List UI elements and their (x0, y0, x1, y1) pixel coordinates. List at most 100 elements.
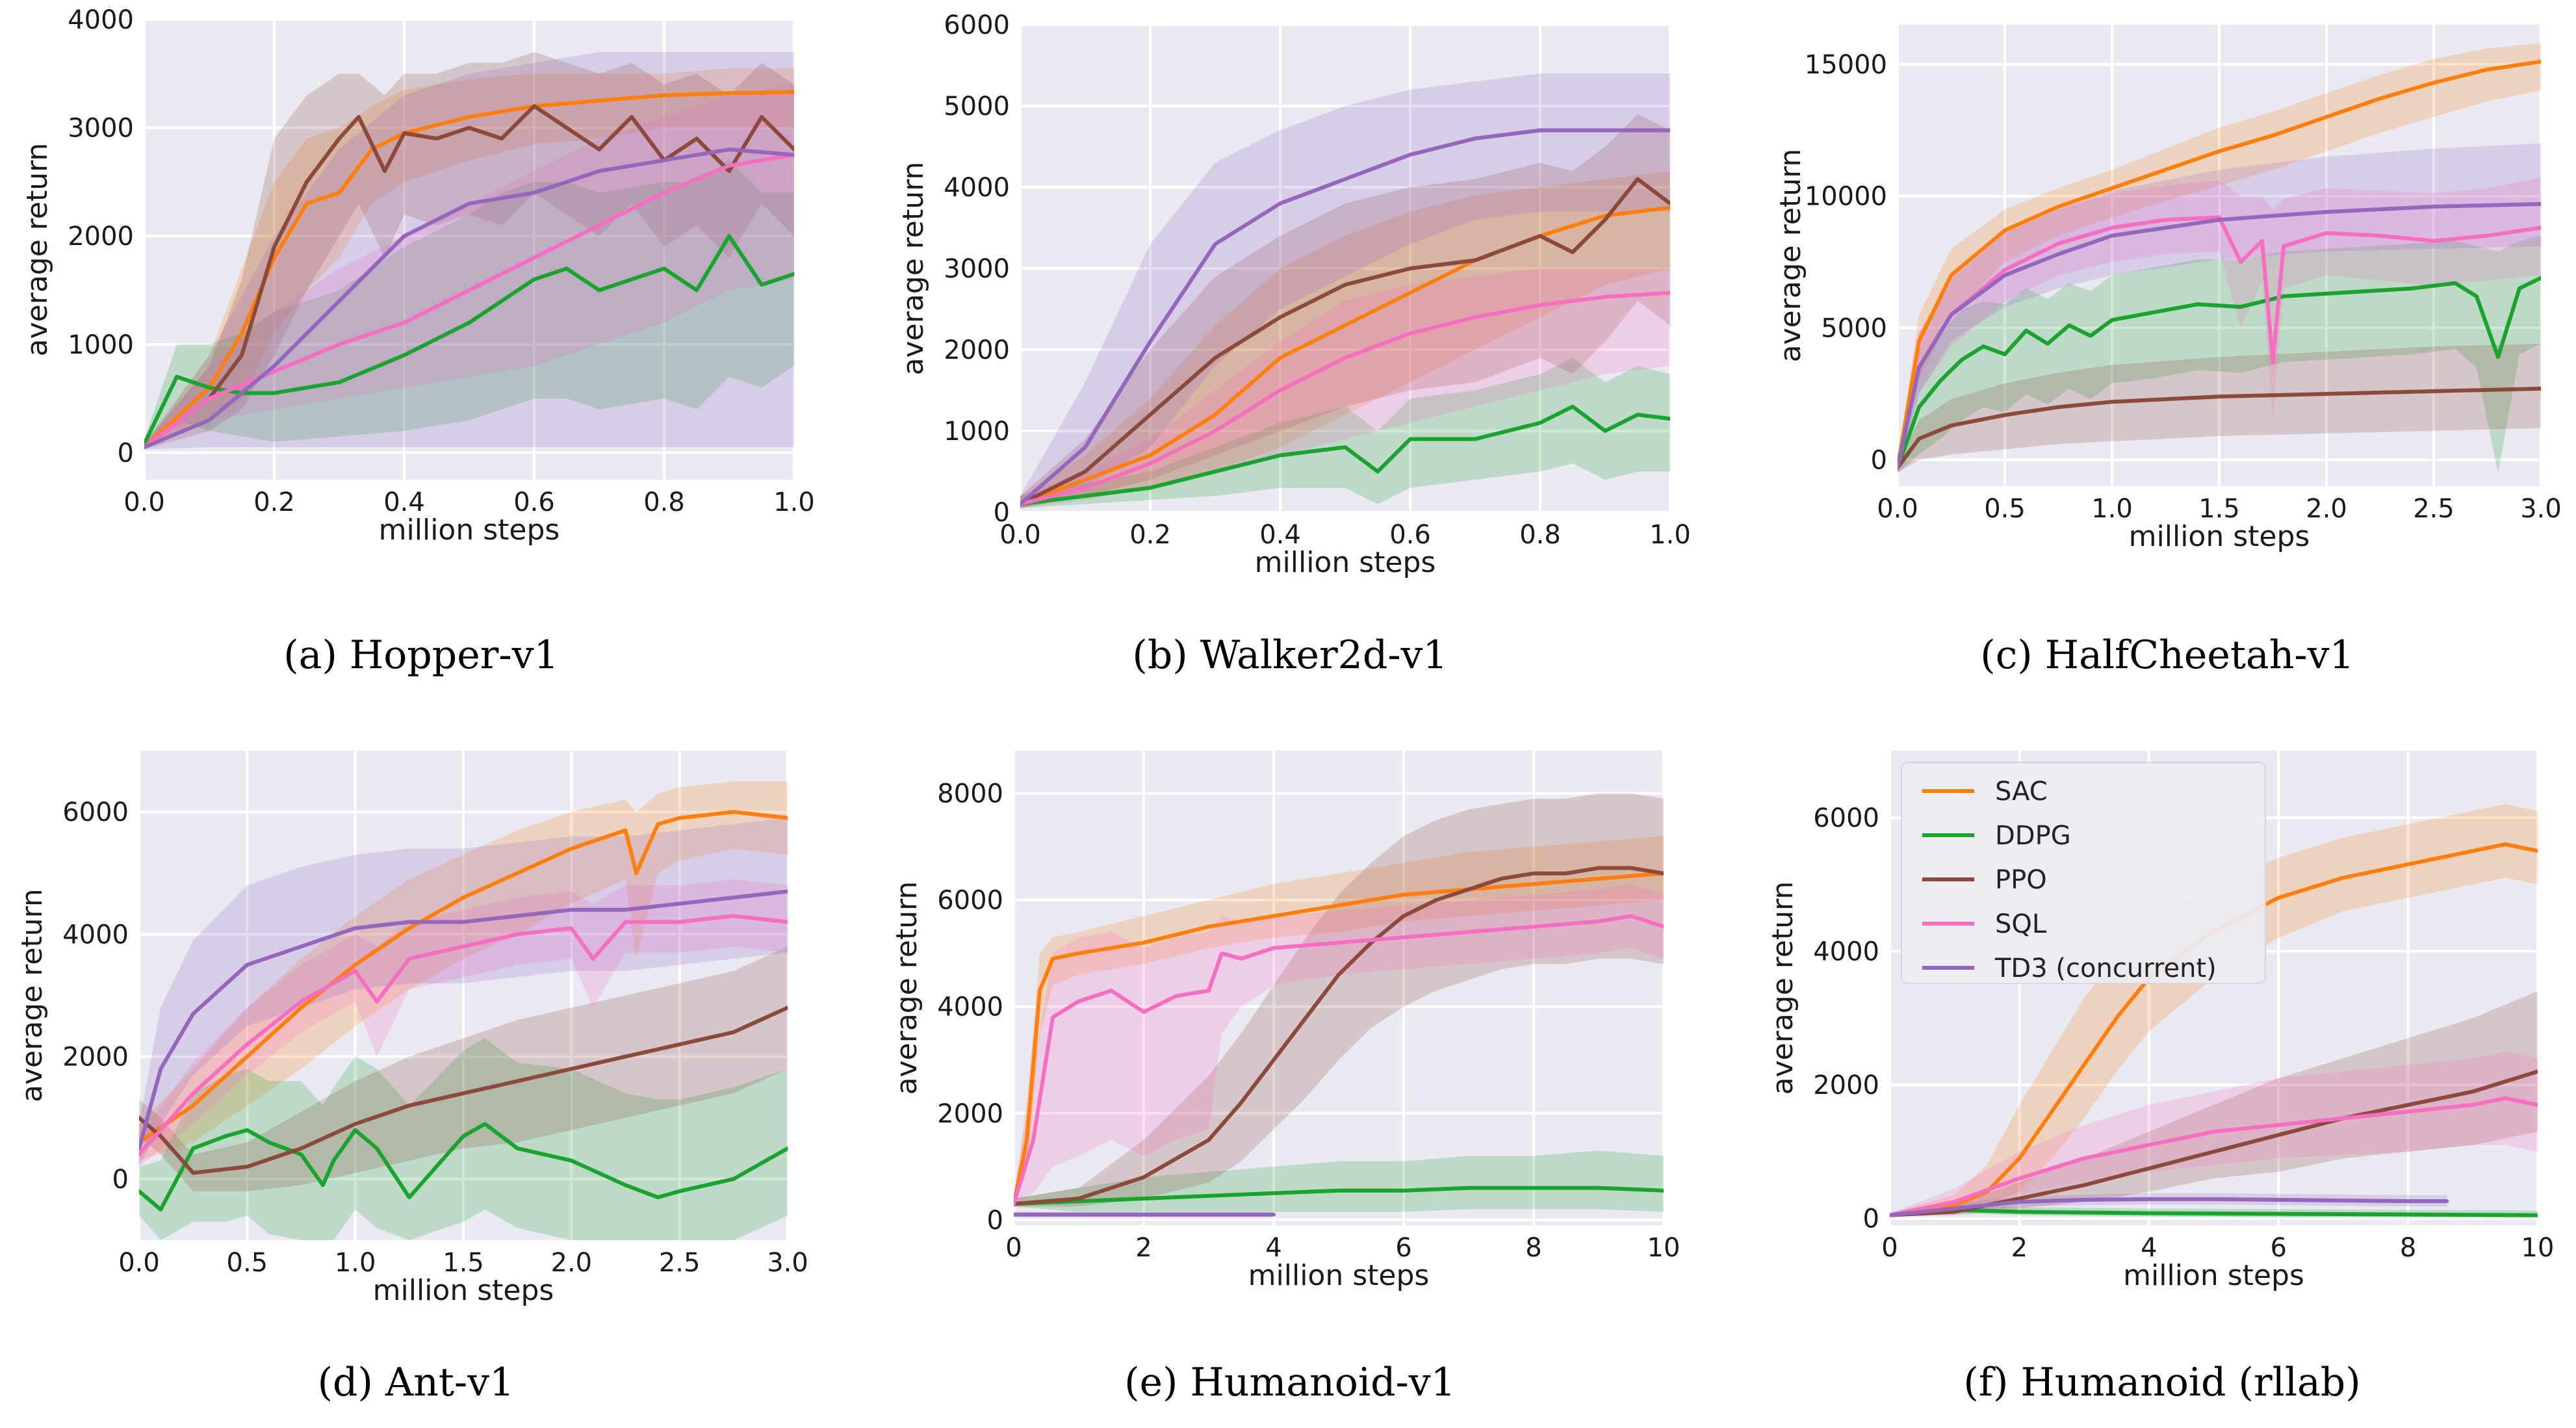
legend-box (1901, 762, 2266, 984)
y-tick-label-d-1: 2000 (62, 1043, 129, 1072)
series-line-a-4 (144, 147, 794, 449)
series-line-a-2 (144, 104, 794, 449)
plot-area-c (1898, 43, 2541, 473)
band-d-2 (139, 946, 788, 1191)
x-tick-label-b-4: 0.8 (1519, 520, 1561, 550)
x-tick-label-f-0: 0 (1881, 1233, 1898, 1263)
x-tick-label-a-4: 0.8 (643, 487, 685, 517)
x-tick-label-b-2: 0.4 (1259, 520, 1301, 550)
x-tick-label-a-2: 0.4 (383, 487, 425, 517)
series-line-d-2 (139, 1006, 788, 1175)
y-tick-label-e-4: 8000 (937, 779, 1003, 809)
x-tick-label-e-0: 0 (1005, 1233, 1022, 1263)
plot-area-f (1890, 804, 2538, 1218)
series-line-b-4 (1020, 128, 1670, 506)
y-axis-label-b: average return (897, 162, 930, 376)
y-tick-label-d-0: 0 (112, 1165, 129, 1195)
subplot-caption-f: (f) Humanoid (rllab) (1963, 1360, 2360, 1405)
y-axis-label-c: average return (1774, 149, 1807, 363)
band-b-0 (1020, 171, 1670, 508)
series-line-e-2 (1014, 866, 1664, 1206)
x-tick-label-a-3: 0.6 (513, 487, 555, 517)
band-c-0 (1898, 43, 2541, 473)
x-tick-label-d-4: 2.0 (551, 1248, 593, 1278)
x-tick-label-f-4: 8 (2400, 1233, 2416, 1263)
y-tick-label-d-3: 6000 (62, 798, 129, 827)
x-tick-label-e-1: 2 (1135, 1233, 1152, 1263)
band-d-1 (139, 1038, 788, 1240)
y-tick-label-d-2: 4000 (62, 920, 129, 950)
y-tick-label-b-4: 4000 (944, 173, 1010, 203)
series-line-c-2 (1898, 386, 2541, 470)
subplot-caption-c: (c) HalfCheetah-v1 (1980, 632, 2354, 678)
y-tick-label-e-2: 4000 (937, 993, 1003, 1022)
legend-label-0: SAC (1995, 777, 2048, 807)
chart-panel-b: 0.0 0.2 0.4 0.6 0.8 1.0 0 1000 2000 3000 4000 5000 6… (897, 10, 1691, 678)
x-tick-label-d-6: 3.0 (767, 1248, 808, 1278)
x-tick-label-e-2: 4 (1265, 1233, 1282, 1263)
x-tick-label-f-2: 4 (2141, 1233, 2157, 1263)
plot-area-a (144, 52, 794, 450)
x-tick-label-d-2: 1.0 (335, 1248, 376, 1278)
plot-background-e (1014, 751, 1664, 1225)
chart-panel-c: 0.0 0.5 1.0 1.5 2.0 2.5 3.0 0 5000 10000 15000 mill… (1774, 25, 2562, 678)
legend-label-3: SQL (1995, 909, 2047, 939)
series-line-f-3 (1890, 1096, 2538, 1217)
y-tick-label-a-2: 2000 (68, 222, 134, 252)
x-tick-label-b-0: 0.0 (999, 520, 1041, 550)
x-tick-label-e-3: 6 (1395, 1233, 1411, 1263)
series-line-c-4 (1898, 201, 2541, 470)
band-b-4 (1020, 73, 1670, 508)
subplot-caption-d: (d) Ant-v1 (318, 1360, 515, 1405)
y-tick-label-c-3: 15000 (1805, 50, 1887, 80)
series-line-e-3 (1014, 914, 1664, 1206)
y-tick-label-a-3: 3000 (68, 114, 134, 144)
band-a-0 (144, 68, 794, 450)
band-d-4 (139, 818, 788, 1167)
plot-area-d (139, 781, 788, 1240)
y-tick-label-b-2: 2000 (944, 335, 1010, 365)
x-tick-label-e-5: 10 (1647, 1233, 1681, 1263)
x-axis-label-c: million steps (2129, 520, 2310, 553)
series-line-b-1 (1020, 404, 1670, 506)
y-tick-label-b-3: 3000 (944, 254, 1010, 284)
y-axis-label-e: average return (890, 881, 923, 1095)
x-tick-label-a-0: 0.0 (123, 487, 165, 517)
band-b-1 (1020, 357, 1670, 508)
series-line-b-2 (1020, 177, 1670, 506)
y-tick-label-b-1: 1000 (944, 417, 1010, 447)
x-tick-label-d-0: 0.0 (118, 1248, 160, 1278)
band-e-0 (1014, 836, 1664, 1207)
series-line-e-1 (1014, 1186, 1664, 1206)
legend-label-2: PPO (1995, 865, 2047, 895)
y-tick-label-c-0: 0 (1871, 445, 1887, 475)
plot-area-b (1020, 73, 1670, 508)
x-tick-label-c-5: 2.5 (2413, 494, 2454, 524)
x-tick-label-d-3: 1.5 (443, 1248, 484, 1278)
x-tick-label-d-1: 0.5 (227, 1248, 268, 1278)
chart-panel-e: 0 2 4 6 8 10 0 2000 4000 6000 8000 million steps ave… (890, 751, 1680, 1405)
series-line-c-0 (1898, 59, 2541, 470)
x-tick-label-e-4: 8 (1525, 1233, 1541, 1263)
series-line-c-1 (1898, 276, 2541, 470)
y-tick-label-b-0: 0 (994, 498, 1010, 528)
band-e-3 (1014, 884, 1664, 1207)
x-tick-label-c-3: 1.5 (2198, 494, 2240, 524)
band-d-3 (139, 879, 788, 1167)
subplot-caption-b: (b) Walker2d-v1 (1132, 632, 1447, 678)
series-line-d-1 (139, 1122, 788, 1212)
x-axis-label-e: million steps (1248, 1259, 1430, 1292)
y-tick-label-a-1: 1000 (68, 330, 134, 360)
series-line-f-4 (1890, 1197, 2449, 1217)
y-tick-label-e-0: 0 (987, 1206, 1003, 1236)
band-c-4 (1898, 143, 2541, 473)
x-axis-label-a: million steps (379, 513, 560, 547)
band-a-2 (144, 52, 794, 450)
band-c-2 (1898, 343, 2541, 473)
x-tick-label-b-5: 1.0 (1649, 520, 1691, 550)
series-line-d-0 (139, 810, 788, 1145)
band-d-0 (139, 781, 788, 1161)
y-tick-label-e-1: 2000 (937, 1099, 1003, 1129)
series-line-e-0 (1014, 871, 1664, 1206)
